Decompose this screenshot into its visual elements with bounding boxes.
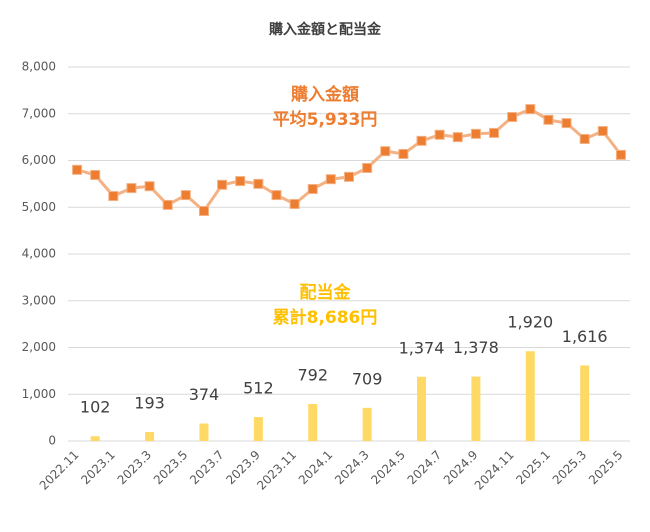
bar — [471, 376, 481, 441]
marker — [470, 128, 481, 139]
y-tick-label: 1,000 — [22, 387, 56, 401]
data-label: 512 — [243, 379, 274, 398]
marker — [434, 129, 445, 140]
data-label: 102 — [80, 398, 111, 417]
data-label: 193 — [134, 393, 165, 412]
x-tick-label: 2023.3 — [115, 448, 155, 488]
data-label: 1,378 — [453, 338, 499, 357]
marker — [579, 133, 590, 144]
marker — [90, 169, 101, 180]
bar — [308, 403, 318, 441]
marker — [344, 171, 354, 182]
marker — [362, 162, 373, 173]
bar — [362, 407, 372, 441]
annotation: 配当金 — [300, 282, 352, 303]
x-tick-label: 2024.1 — [296, 448, 336, 488]
marker — [180, 190, 191, 201]
data-label: 792 — [297, 365, 328, 384]
bar — [145, 431, 155, 441]
marker — [525, 104, 536, 115]
marker — [253, 178, 264, 189]
y-tick-label: 6,000 — [22, 153, 56, 167]
marker — [72, 164, 83, 175]
x-tick-label: 2023.1 — [78, 448, 118, 488]
chart-title: 購入金額と配当金 — [268, 21, 382, 38]
bar — [417, 376, 427, 441]
marker — [144, 181, 155, 192]
y-tick-label: 5,000 — [22, 200, 56, 214]
marker — [543, 114, 554, 125]
marker — [452, 132, 463, 143]
data-label: 1,920 — [507, 313, 553, 332]
annotation: 累計8,686円 — [273, 307, 378, 328]
marker — [235, 176, 246, 187]
x-tick-label: 2024.3 — [332, 448, 372, 488]
marker — [271, 190, 282, 201]
y-tick-label: 8,000 — [22, 60, 56, 74]
y-tick-label: 4,000 — [22, 247, 56, 261]
marker — [198, 205, 209, 216]
bar — [199, 423, 209, 441]
marker — [162, 199, 173, 210]
marker — [416, 135, 427, 146]
x-tick-label: 2024.11 — [472, 448, 517, 493]
bar — [525, 351, 535, 441]
marker — [325, 174, 336, 185]
y-tick-label: 2,000 — [22, 340, 56, 354]
marker — [615, 149, 626, 160]
annotation: 平均5,933円 — [273, 109, 378, 130]
x-tick-label: 2025.3 — [550, 448, 590, 488]
marker — [289, 198, 300, 209]
x-tick-label: 2024.5 — [368, 448, 408, 488]
x-tick-label: 2025.5 — [586, 448, 626, 488]
x-tick-label: 2024.7 — [405, 448, 445, 488]
y-tick-label: 3,000 — [22, 293, 56, 307]
x-tick-label: 2023.5 — [151, 448, 191, 488]
data-label: 1,616 — [562, 327, 608, 346]
marker — [597, 126, 608, 137]
bar — [90, 436, 100, 441]
bar — [253, 417, 263, 441]
data-label: 709 — [352, 369, 383, 388]
annotation: 購入金額 — [291, 84, 359, 105]
y-tick-label: 7,000 — [22, 106, 56, 120]
x-tick-label: 2025.1 — [513, 448, 553, 488]
x-tick-label: 2023.7 — [187, 448, 227, 488]
marker — [489, 127, 500, 138]
marker — [108, 191, 119, 202]
marker — [561, 118, 572, 129]
marker — [126, 183, 137, 194]
marker — [380, 146, 391, 157]
marker — [217, 179, 228, 190]
marker — [507, 112, 518, 123]
x-tick-label: 2023.11 — [254, 448, 299, 493]
y-tick-label: 0 — [48, 434, 56, 448]
marker — [307, 184, 318, 195]
marker — [398, 148, 409, 159]
bar — [580, 365, 590, 441]
x-tick-label: 2022.11 — [37, 448, 82, 493]
data-label: 1,374 — [399, 338, 445, 357]
data-label: 374 — [189, 385, 220, 404]
